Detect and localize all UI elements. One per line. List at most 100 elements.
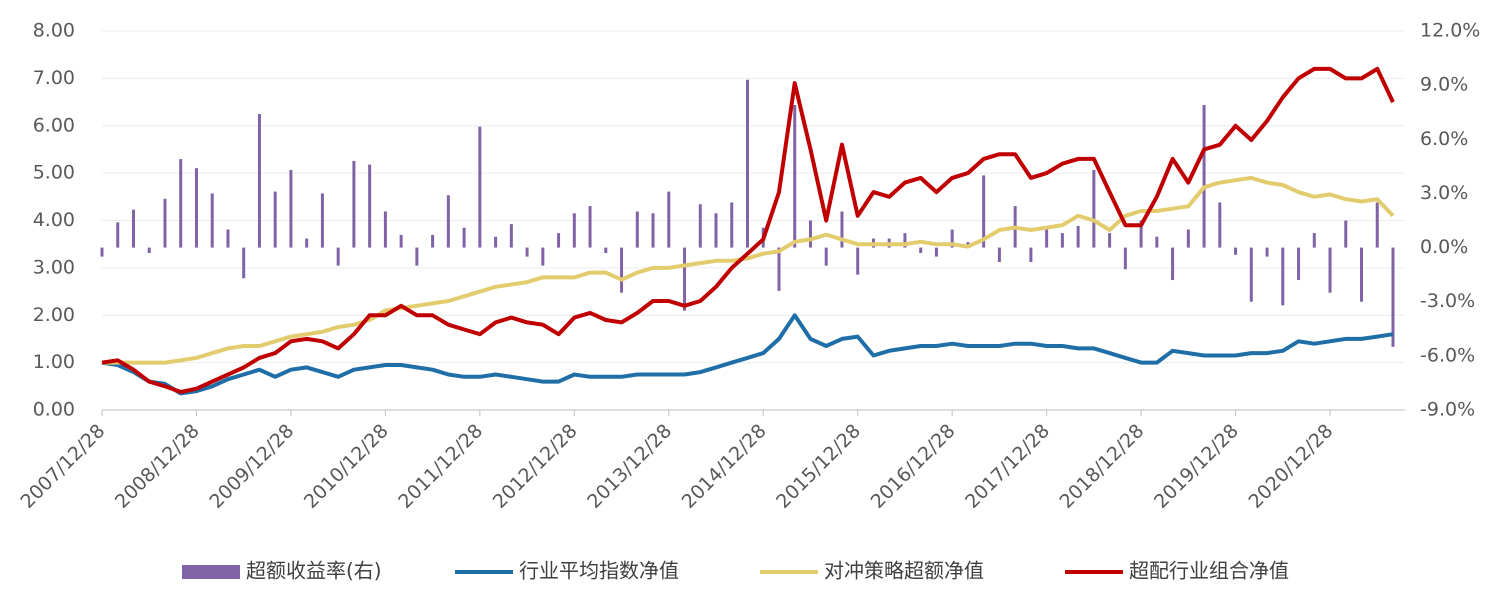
y2-tick-label: -3.0% bbox=[1420, 290, 1475, 312]
y-tick-label: 1.00 bbox=[33, 351, 75, 373]
y2-tick-label: 0.0% bbox=[1420, 236, 1468, 258]
line-series bbox=[102, 175, 1395, 365]
legend-label: 超配行业组合净值 bbox=[1129, 559, 1289, 583]
bar bbox=[572, 213, 576, 248]
bar bbox=[478, 126, 482, 248]
bar bbox=[1218, 202, 1222, 248]
bar bbox=[683, 247, 687, 311]
bar bbox=[604, 247, 608, 253]
y2-tick-label: -6.0% bbox=[1420, 344, 1475, 366]
bar bbox=[541, 247, 545, 266]
bar bbox=[1344, 220, 1348, 248]
x-tick-label: 2012/12/28 bbox=[489, 420, 582, 513]
bar bbox=[840, 211, 844, 248]
bar bbox=[242, 247, 246, 279]
x-tick-label: 2014/12/28 bbox=[678, 420, 771, 513]
bar bbox=[352, 160, 356, 248]
bar bbox=[934, 247, 938, 257]
bar bbox=[1076, 225, 1080, 248]
bar bbox=[116, 222, 120, 248]
bar bbox=[824, 247, 828, 266]
x-tick-label: 2017/12/28 bbox=[961, 420, 1054, 513]
bar bbox=[793, 104, 797, 248]
bar bbox=[525, 247, 529, 257]
y-tick-label: 6.00 bbox=[33, 114, 75, 136]
legend-label: 对冲策略超额净值 bbox=[824, 559, 984, 583]
bar bbox=[997, 247, 1001, 263]
bar bbox=[509, 224, 513, 248]
y2-tick-label: 3.0% bbox=[1420, 182, 1468, 204]
bar bbox=[588, 206, 592, 248]
x-tick-label: 2011/12/28 bbox=[394, 420, 487, 513]
bar bbox=[1360, 247, 1364, 302]
bar bbox=[431, 234, 435, 248]
y2-tick-label: 9.0% bbox=[1420, 74, 1468, 96]
bar bbox=[100, 247, 104, 257]
bar bbox=[494, 236, 498, 248]
bar bbox=[147, 247, 151, 253]
bar bbox=[1171, 247, 1175, 281]
bar bbox=[320, 193, 324, 248]
bar bbox=[903, 233, 907, 248]
bar bbox=[1391, 247, 1395, 347]
bar bbox=[667, 191, 671, 248]
bar bbox=[1312, 233, 1316, 248]
x-tick-label: 2019/12/28 bbox=[1150, 420, 1243, 513]
y-tick-label: 5.00 bbox=[33, 162, 75, 184]
legend-label: 行业平均指数净值 bbox=[519, 559, 679, 583]
y2-tick-label: 6.0% bbox=[1420, 128, 1468, 150]
bar bbox=[698, 204, 702, 248]
bar bbox=[777, 247, 781, 291]
bar bbox=[1092, 169, 1096, 248]
bar bbox=[179, 159, 183, 248]
bar bbox=[808, 220, 812, 248]
bar bbox=[257, 114, 261, 248]
bar bbox=[415, 247, 419, 266]
bar bbox=[383, 211, 387, 248]
x-tick-label: 2010/12/28 bbox=[300, 420, 393, 513]
bar bbox=[226, 229, 230, 248]
bar bbox=[714, 213, 718, 248]
bar bbox=[1155, 236, 1159, 248]
bar bbox=[1139, 220, 1143, 248]
x-tick-label: 2009/12/28 bbox=[205, 420, 298, 513]
bar bbox=[1045, 229, 1049, 248]
bar bbox=[210, 193, 214, 248]
bar bbox=[462, 227, 466, 248]
bar bbox=[620, 247, 624, 293]
y-tick-label: 3.00 bbox=[33, 256, 75, 278]
bar bbox=[1202, 104, 1206, 248]
bar bbox=[1060, 233, 1064, 248]
y-tick-label: 0.00 bbox=[33, 399, 75, 421]
bar bbox=[305, 238, 309, 248]
bar bbox=[1328, 247, 1332, 293]
bar bbox=[1234, 247, 1238, 255]
bar bbox=[289, 169, 293, 248]
bar bbox=[746, 79, 749, 248]
bar bbox=[919, 247, 923, 253]
y-tick-label: 4.00 bbox=[33, 209, 75, 231]
y-tick-label: 2.00 bbox=[33, 304, 75, 326]
bar bbox=[399, 234, 403, 248]
bar bbox=[1249, 247, 1253, 302]
y2-tick-label: -9.0% bbox=[1420, 399, 1475, 421]
bar bbox=[950, 229, 954, 248]
x-tick-label: 2008/12/28 bbox=[111, 420, 204, 513]
legend-swatch bbox=[182, 565, 240, 579]
bar bbox=[1281, 247, 1285, 306]
bar bbox=[557, 233, 561, 248]
x-tick-label: 2013/12/28 bbox=[583, 420, 676, 513]
x-tick-label: 2020/12/28 bbox=[1244, 420, 1337, 513]
bar bbox=[1108, 233, 1112, 248]
bar bbox=[982, 175, 986, 248]
y-tick-label: 7.00 bbox=[33, 67, 75, 89]
bar bbox=[131, 209, 135, 248]
bar bbox=[856, 247, 860, 275]
line-series bbox=[101, 66, 1395, 394]
bar bbox=[368, 164, 372, 248]
bar bbox=[163, 198, 167, 248]
x-tick-label: 2007/12/28 bbox=[16, 420, 109, 513]
legend-label: 超额收益率(右) bbox=[246, 559, 382, 583]
